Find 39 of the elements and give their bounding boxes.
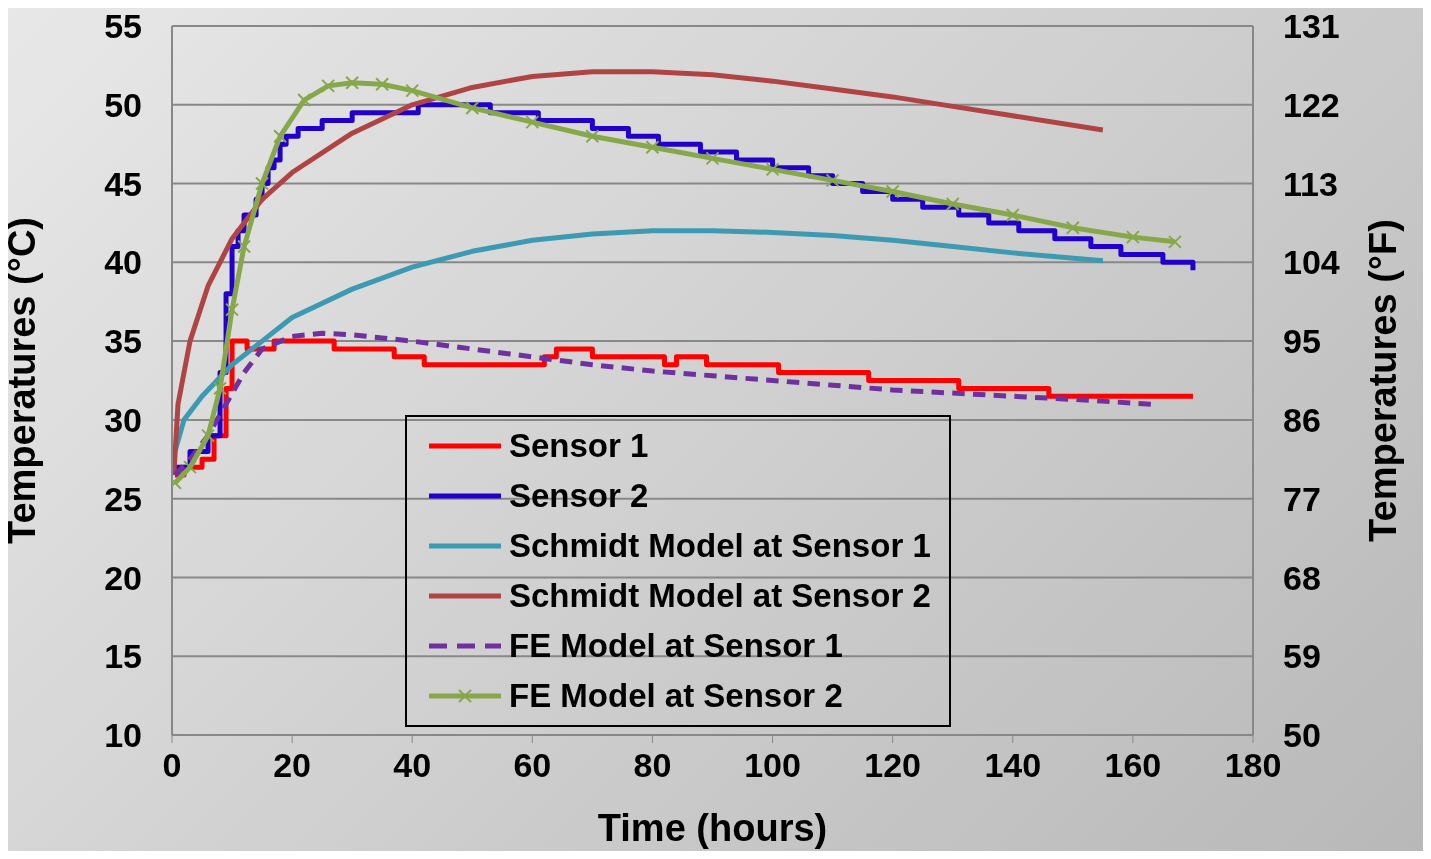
x-tick-label: 160 [1104, 746, 1162, 785]
x-tick-label: 40 [393, 746, 432, 785]
x-axis-title: Time (hours) [597, 807, 828, 849]
x-tick-label: 120 [864, 746, 922, 785]
y2-tick-label: 104 [1283, 243, 1340, 282]
y-tick-label: 30 [104, 400, 142, 439]
y2-tick-label: 113 [1283, 164, 1338, 203]
y2-tick-label: 95 [1283, 322, 1321, 361]
y2-tick-label: 131 [1283, 7, 1340, 46]
legend-label: Schmidt Model at Sensor 2 [509, 577, 931, 615]
x-tick-label: 140 [984, 746, 1042, 785]
y2-tick-label: 68 [1283, 558, 1321, 597]
y-tick-label: 15 [104, 637, 142, 676]
legend-label: Sensor 2 [509, 477, 649, 515]
y2-tick-label: 122 [1283, 85, 1340, 124]
x-tick-label: 0 [162, 746, 182, 785]
x-tick-label: 60 [513, 746, 552, 785]
legend-label: Sensor 1 [509, 427, 649, 465]
y-axis-title: Temperatures (°C) [1, 216, 44, 545]
y-tick-label: 35 [104, 322, 142, 361]
x-tick-label: 180 [1224, 746, 1282, 785]
y-tick-label: 50 [104, 85, 142, 124]
y2-tick-label: 59 [1283, 637, 1321, 676]
y2-axis-title: Temperatures (°F) [1362, 219, 1405, 542]
legend-label: FE Model at Sensor 1 [509, 627, 843, 665]
y2-tick-label: 77 [1283, 479, 1321, 518]
y-tick-label: 40 [104, 243, 142, 282]
legend-label: Schmidt Model at Sensor 1 [509, 527, 931, 565]
x-tick-label: 80 [633, 746, 672, 785]
x-tick-label: 20 [273, 746, 312, 785]
legend-label: FE Model at Sensor 2 [509, 677, 843, 715]
y-tick-label: 10 [104, 716, 142, 755]
y-tick-label: 45 [104, 164, 142, 203]
y-tick-label: 20 [104, 558, 142, 597]
y2-tick-label: 50 [1283, 716, 1321, 755]
x-tick-label: 100 [744, 746, 801, 785]
y-tick-label: 55 [104, 7, 142, 46]
y2-tick-label: 86 [1283, 400, 1321, 439]
y-tick-label: 25 [104, 479, 142, 518]
